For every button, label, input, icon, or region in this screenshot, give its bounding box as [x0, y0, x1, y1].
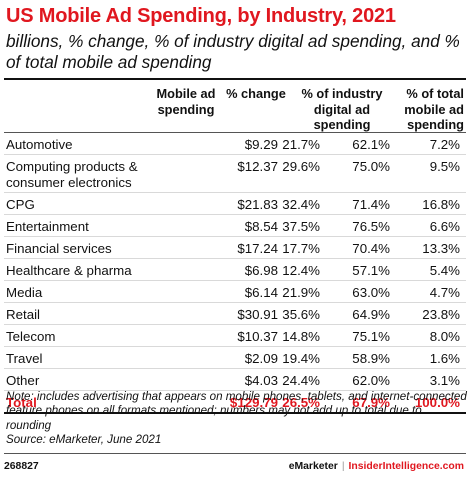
- table-row: Computing products & consumer electronic…: [4, 155, 466, 193]
- table-row: Retail $30.91 35.6% 64.9% 23.8%: [4, 303, 466, 325]
- brand-footer: eMarketer | InsiderIntelligence.com: [289, 461, 464, 472]
- cell-spend: $21.83: [237, 197, 278, 212]
- table-row: CPG $21.83 32.4% 71.4% 16.8%: [4, 193, 466, 215]
- cell-total-share: 1.6%: [429, 351, 460, 366]
- cell-spend: $6.14: [244, 285, 278, 300]
- cell-total-share: 23.8%: [422, 307, 460, 322]
- cell-spend: $6.98: [244, 263, 278, 278]
- col-header-change: % change: [226, 86, 286, 101]
- cell-change: 19.4%: [282, 351, 320, 366]
- cell-industry-share: 58.9%: [352, 351, 390, 366]
- header-rule: [4, 132, 466, 133]
- row-label: Other: [6, 373, 40, 388]
- table-row: Media $6.14 21.9% 63.0% 4.7%: [4, 281, 466, 303]
- cell-total-share: 9.5%: [429, 159, 460, 174]
- cell-change: 21.9%: [282, 285, 320, 300]
- total-total-share: 100.0%: [414, 395, 460, 410]
- cell-change: 37.5%: [282, 219, 320, 234]
- row-label: Retail: [6, 307, 40, 322]
- cell-change: 14.8%: [282, 329, 320, 344]
- bottom-rule: [4, 453, 466, 454]
- cell-industry-share: 63.0%: [352, 285, 390, 300]
- cell-spend: $2.09: [244, 351, 278, 366]
- cell-total-share: 16.8%: [422, 197, 460, 212]
- row-label: Financial services: [6, 241, 112, 256]
- table-row: Other $4.03 24.4% 62.0% 3.1%: [4, 369, 466, 391]
- cell-spend: $8.54: [244, 219, 278, 234]
- source-text: Source: eMarketer, June 2021: [6, 432, 162, 446]
- cell-total-share: 5.4%: [429, 263, 460, 278]
- footnote: Note: includes advertising that appears …: [6, 390, 468, 447]
- cell-total-share: 7.2%: [429, 137, 460, 152]
- cell-spend: $9.29: [244, 137, 278, 152]
- cell-spend: $10.37: [237, 329, 278, 344]
- total-label: Total: [6, 395, 37, 410]
- brand-separator: |: [341, 461, 345, 472]
- cell-industry-share: 75.1%: [352, 329, 390, 344]
- cell-change: 32.4%: [282, 197, 320, 212]
- row-label: Media: [6, 285, 43, 300]
- brand-emarketer: eMarketer: [288, 461, 338, 472]
- data-table: Automotive $9.29 21.7% 62.1% 7.2% Comput…: [4, 133, 466, 414]
- cell-total-share: 4.7%: [429, 285, 460, 300]
- note-text: Note: includes advertising that appears …: [6, 390, 467, 432]
- table-row: Travel $2.09 19.4% 58.9% 1.6%: [4, 347, 466, 369]
- cell-industry-share: 75.0%: [352, 159, 390, 174]
- chart-id: 268827: [4, 461, 39, 472]
- cell-industry-share: 76.5%: [352, 219, 390, 234]
- total-change: 26.5%: [282, 395, 320, 410]
- table-row: Entertainment $8.54 37.5% 76.5% 6.6%: [4, 215, 466, 237]
- cell-spend: $4.03: [244, 373, 278, 388]
- cell-industry-share: 70.4%: [352, 241, 390, 256]
- cell-change: 21.7%: [282, 137, 320, 152]
- table-row: Telecom $10.37 14.8% 75.1% 8.0%: [4, 325, 466, 347]
- cell-change: 35.6%: [282, 307, 320, 322]
- cell-spend: $30.91: [237, 307, 278, 322]
- table-row: Automotive $9.29 21.7% 62.1% 7.2%: [4, 133, 466, 155]
- table-row: Financial services $17.24 17.7% 70.4% 13…: [4, 237, 466, 259]
- cell-industry-share: 57.1%: [352, 263, 390, 278]
- brand-insider-intelligence: InsiderIntelligence.com: [348, 461, 464, 472]
- row-label: Travel: [6, 351, 43, 366]
- table-row: Healthcare & pharma $6.98 12.4% 57.1% 5.…: [4, 259, 466, 281]
- cell-total-share: 3.1%: [429, 373, 460, 388]
- row-label: Healthcare & pharma: [6, 263, 132, 278]
- total-row: Total $129.79 26.5% 67.9% 100.0%: [4, 391, 466, 414]
- cell-change: 17.7%: [282, 241, 320, 256]
- page-subtitle: billions, % change, % of industry digita…: [6, 31, 460, 72]
- total-industry-share: 67.9%: [352, 395, 390, 410]
- cell-industry-share: 62.0%: [352, 373, 390, 388]
- cell-industry-share: 64.9%: [352, 307, 390, 322]
- cell-change: 29.6%: [282, 159, 320, 174]
- cell-industry-share: 71.4%: [352, 197, 390, 212]
- cell-change: 24.4%: [282, 373, 320, 388]
- top-rule: [4, 78, 466, 80]
- col-header-industry-share: % of industry digital ad spending: [301, 86, 383, 132]
- cell-change: 12.4%: [282, 263, 320, 278]
- total-spend: $129.79: [229, 395, 278, 410]
- cell-spend: $12.37: [237, 159, 278, 174]
- cell-total-share: 6.6%: [429, 219, 460, 234]
- row-label: Automotive: [6, 137, 73, 152]
- cell-total-share: 8.0%: [429, 329, 460, 344]
- row-label: Entertainment: [6, 219, 89, 234]
- row-label: CPG: [6, 197, 35, 212]
- col-header-mobile-ad-spending: Mobile ad spending: [156, 86, 216, 117]
- page-title: US Mobile Ad Spending, by Industry, 2021: [6, 5, 396, 27]
- row-label: Telecom: [6, 329, 56, 344]
- cell-spend: $17.24: [237, 241, 278, 256]
- row-label: Computing products & consumer electronic…: [6, 159, 138, 190]
- cell-industry-share: 62.1%: [352, 137, 390, 152]
- col-header-total-share: % of total mobile ad spending: [404, 86, 464, 132]
- cell-total-share: 13.3%: [422, 241, 460, 256]
